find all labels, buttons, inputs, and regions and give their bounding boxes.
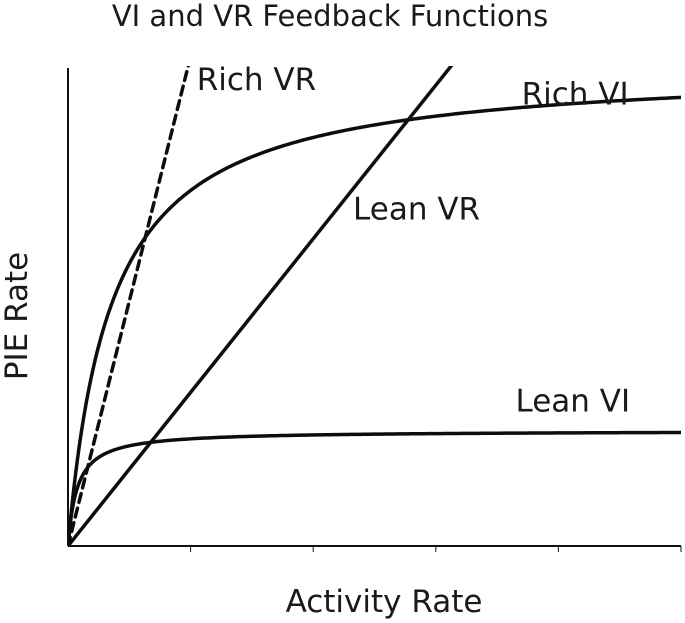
series-label-layer: Rich VR Rich VI Lean VR Lean VI xyxy=(197,62,630,420)
lean-vr-label: Lean VR xyxy=(353,192,480,228)
x-axis-ticks xyxy=(190,546,682,552)
chart-title: VI and VR Feedback Functions xyxy=(112,0,548,33)
lean-vi-label: Lean VI xyxy=(515,384,630,420)
rich-vr-line xyxy=(68,66,190,546)
y-axis-title: PIE Rate xyxy=(0,252,35,380)
lean-vi-line xyxy=(68,430,681,546)
rich-vr-label: Rich VR xyxy=(197,62,316,98)
rich-vi-label: Rich VI xyxy=(522,76,629,112)
series-layer xyxy=(68,66,681,546)
x-axis-title: Activity Rate xyxy=(286,584,483,620)
rich-vi-line xyxy=(68,95,681,546)
lean-vr-line xyxy=(68,66,454,546)
